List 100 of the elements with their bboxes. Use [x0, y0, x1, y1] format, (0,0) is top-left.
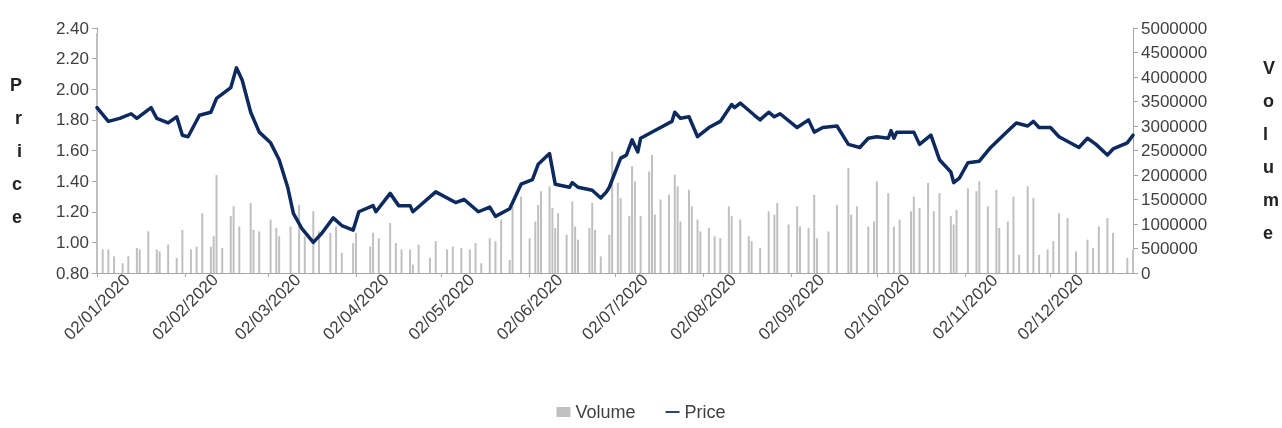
bar — [335, 226, 338, 273]
bar — [417, 244, 420, 273]
bar — [394, 243, 397, 273]
bar — [429, 257, 431, 273]
bar — [1026, 186, 1029, 273]
bar — [707, 227, 710, 273]
y-tick-label: 2.40 — [55, 18, 89, 38]
bar — [460, 248, 463, 273]
bar — [875, 181, 878, 273]
bar — [713, 236, 716, 273]
bar — [1097, 226, 1100, 273]
y2-tick-label: 1000000 — [1141, 214, 1208, 234]
bar — [446, 249, 449, 273]
y-tick-label: 2.00 — [55, 79, 89, 99]
bar — [400, 249, 403, 273]
bar — [696, 219, 699, 273]
bar — [329, 232, 332, 273]
bar — [747, 236, 750, 273]
bar — [1075, 251, 1078, 273]
bar — [1126, 257, 1129, 273]
y-tick-label: 1.40 — [55, 171, 89, 191]
bar — [372, 232, 375, 273]
bar — [167, 244, 170, 273]
bar — [955, 209, 958, 273]
bar — [727, 206, 730, 273]
bar — [892, 226, 895, 273]
bar — [96, 32, 98, 273]
bar — [767, 211, 770, 273]
bar — [813, 194, 816, 273]
bar — [221, 248, 224, 273]
legend-label: Volume — [575, 402, 636, 422]
bar — [468, 249, 471, 273]
bar — [303, 236, 306, 273]
bar — [474, 243, 477, 273]
y-tick-label: 1.20 — [55, 202, 89, 222]
bar — [898, 219, 901, 273]
bar — [215, 175, 218, 273]
bar — [668, 194, 671, 273]
bar — [101, 249, 104, 273]
bar — [1112, 232, 1115, 273]
bar — [616, 182, 619, 273]
bar — [1058, 213, 1060, 273]
y2-tick-label: 3000000 — [1141, 116, 1208, 136]
bar — [258, 231, 261, 273]
bar — [978, 181, 981, 273]
bar — [651, 154, 653, 273]
bar — [528, 238, 531, 273]
bar — [238, 226, 241, 273]
bar — [836, 204, 838, 273]
bar — [480, 263, 483, 273]
y-tick-label: 1.00 — [55, 232, 89, 252]
bar — [195, 246, 198, 273]
y-tick-label: 1.80 — [55, 110, 89, 130]
bar — [135, 248, 138, 273]
bar — [181, 229, 184, 273]
bar — [949, 216, 952, 273]
bar — [121, 263, 124, 273]
bar — [340, 252, 343, 273]
bar — [807, 227, 810, 273]
bar — [201, 213, 204, 273]
y-tick-label: 2.20 — [55, 49, 89, 69]
bar — [1032, 198, 1035, 273]
bar — [1106, 218, 1109, 273]
bar — [787, 224, 790, 273]
y2-tick-label: 0 — [1141, 263, 1151, 283]
bar — [571, 201, 574, 273]
y2-tick-label: 2500000 — [1141, 141, 1208, 160]
bar — [966, 188, 969, 273]
bar — [639, 216, 642, 273]
bar — [847, 168, 850, 273]
bar — [312, 211, 315, 273]
bar — [147, 231, 150, 273]
bar — [1046, 249, 1049, 273]
bar — [1086, 239, 1089, 273]
line-series — [95, 66, 1135, 245]
bar — [591, 202, 594, 273]
bar — [1038, 254, 1041, 273]
bar — [269, 219, 272, 273]
bar — [932, 211, 935, 273]
bar — [434, 241, 437, 273]
bar — [1012, 196, 1015, 273]
y2-tick-label: 500000 — [1141, 239, 1198, 258]
bar — [158, 251, 161, 273]
bar — [275, 227, 278, 273]
bar — [688, 189, 690, 273]
bar — [631, 166, 634, 273]
bar — [389, 223, 392, 273]
bar — [189, 249, 192, 273]
bar — [1052, 241, 1055, 273]
bar — [912, 196, 915, 273]
bar — [938, 193, 941, 273]
bar — [355, 232, 357, 273]
bar — [113, 256, 116, 273]
bar — [175, 257, 178, 273]
bar — [155, 249, 158, 273]
bar — [540, 191, 542, 273]
bar — [127, 256, 130, 273]
bar — [599, 256, 602, 273]
bar — [887, 193, 890, 273]
bar — [719, 238, 722, 273]
